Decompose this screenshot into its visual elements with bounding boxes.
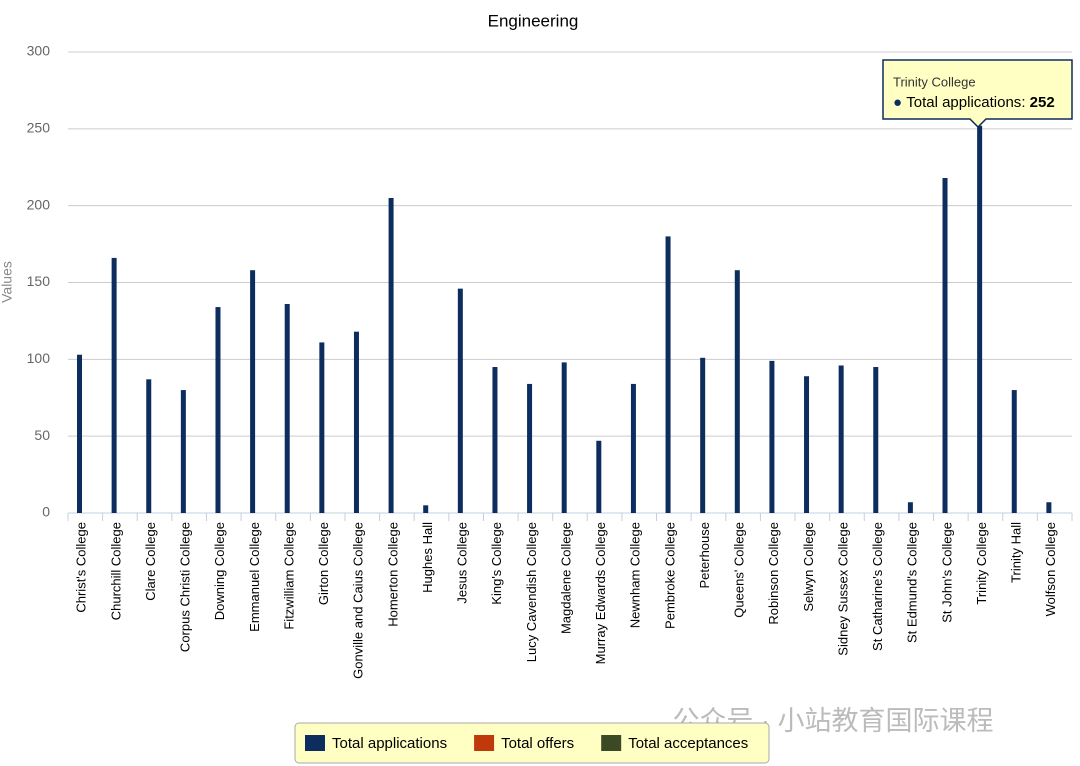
x-tick-label: Churchill College bbox=[108, 522, 123, 620]
x-tick-label: Gonville and Caius College bbox=[351, 522, 366, 679]
x-tick-label: Selwyn College bbox=[801, 522, 816, 612]
x-tick-label: Homerton College bbox=[385, 522, 400, 627]
y-tick-label: 100 bbox=[27, 350, 51, 366]
x-tick-label: Newnham College bbox=[628, 522, 643, 628]
bar bbox=[353, 331, 359, 513]
tooltip-text: ● Total applications: 252 bbox=[893, 94, 1055, 111]
bar bbox=[215, 307, 221, 513]
bar bbox=[527, 383, 533, 513]
legend-label: Total offers bbox=[501, 735, 574, 752]
x-tick-label: Fitzwilliam College bbox=[281, 522, 296, 630]
legend-label: Total applications bbox=[332, 735, 447, 752]
tooltip-title: Trinity College bbox=[893, 74, 976, 89]
chart-title: Engineering bbox=[488, 11, 579, 30]
bar bbox=[1011, 390, 1017, 513]
bar bbox=[146, 379, 152, 513]
x-tick-label: Peterhouse bbox=[697, 522, 712, 589]
y-tick-label: 200 bbox=[27, 196, 51, 212]
x-tick-label: Queens' College bbox=[732, 522, 747, 618]
bar bbox=[561, 362, 567, 513]
bar bbox=[977, 125, 983, 513]
bar bbox=[769, 360, 775, 513]
x-tick-label: Sidney Sussex College bbox=[835, 522, 850, 656]
legend-label: Total acceptances bbox=[628, 735, 748, 752]
x-tick-label: Trinity Hall bbox=[1009, 522, 1024, 583]
bar bbox=[596, 440, 602, 513]
tooltip-series: Total applications bbox=[906, 94, 1021, 111]
tooltip-box bbox=[882, 59, 1073, 129]
bar bbox=[284, 304, 290, 513]
x-tick-label: Emmanuel College bbox=[247, 522, 262, 632]
x-tick-label: Robinson College bbox=[766, 522, 781, 625]
y-tick-label: 0 bbox=[42, 504, 50, 520]
x-tick-label: Magdalene College bbox=[558, 522, 573, 634]
x-tick-label: Pembroke College bbox=[662, 522, 677, 629]
bar bbox=[77, 354, 82, 513]
x-tick-label: Hughes Hall bbox=[420, 522, 435, 593]
y-axis-label: Values bbox=[0, 261, 15, 303]
legend-swatch bbox=[601, 735, 622, 751]
x-tick-label: Trinity College bbox=[974, 522, 989, 605]
legend-swatch bbox=[474, 735, 495, 751]
bar bbox=[457, 288, 463, 513]
x-tick-label: Murray Edwards College bbox=[593, 522, 608, 664]
tooltip: Trinity College ● Total applications: 252 bbox=[882, 59, 1073, 129]
x-tick-label: St Catharine's College bbox=[870, 522, 885, 651]
plot-area: 0 50 100 150 200 250 300 Christ's College Church… bbox=[27, 43, 1073, 679]
bar bbox=[665, 236, 671, 513]
bar bbox=[942, 178, 948, 514]
x-tick-label: King's College bbox=[489, 522, 504, 605]
x-tick-label: Clare College bbox=[143, 522, 158, 601]
bar bbox=[111, 257, 117, 513]
bar bbox=[319, 342, 325, 513]
y-tick-label: 50 bbox=[34, 427, 50, 443]
bar bbox=[907, 502, 913, 513]
x-tick-label: Lucy Cavendish College bbox=[524, 522, 539, 662]
bar bbox=[700, 357, 706, 513]
x-tick-label: Christ's College bbox=[74, 522, 89, 613]
bar bbox=[734, 270, 740, 513]
tooltip-sep: : bbox=[1021, 94, 1029, 111]
legend: Total applications Total offers Total acce… bbox=[305, 735, 748, 752]
tooltip-value: 252 bbox=[1030, 94, 1055, 111]
x-tick-label: Girton College bbox=[316, 522, 331, 605]
legend-box bbox=[294, 722, 770, 764]
legend-swatch bbox=[305, 735, 325, 751]
bar bbox=[423, 505, 429, 513]
bar bbox=[1046, 502, 1052, 513]
y-tick-label: 250 bbox=[27, 120, 51, 136]
x-tick-label: Wolfson College bbox=[1043, 522, 1058, 616]
bar bbox=[250, 270, 256, 513]
x-tick-label: Jesus College bbox=[455, 522, 470, 604]
bar bbox=[873, 367, 879, 513]
y-tick-label: 150 bbox=[27, 273, 51, 289]
bar bbox=[388, 197, 394, 513]
x-tick-label: St Edmund's College bbox=[905, 522, 920, 643]
x-tick-label: Downing College bbox=[212, 522, 227, 620]
bar bbox=[804, 376, 810, 513]
bar bbox=[180, 390, 186, 513]
bar bbox=[838, 365, 844, 513]
y-tick-label: 300 bbox=[27, 43, 51, 59]
bar bbox=[630, 383, 636, 513]
x-tick-label: Corpus Christi College bbox=[178, 522, 193, 652]
bar bbox=[492, 367, 498, 513]
tooltip-dot: ● bbox=[893, 94, 906, 111]
x-tick-label: St John's College bbox=[939, 522, 954, 623]
